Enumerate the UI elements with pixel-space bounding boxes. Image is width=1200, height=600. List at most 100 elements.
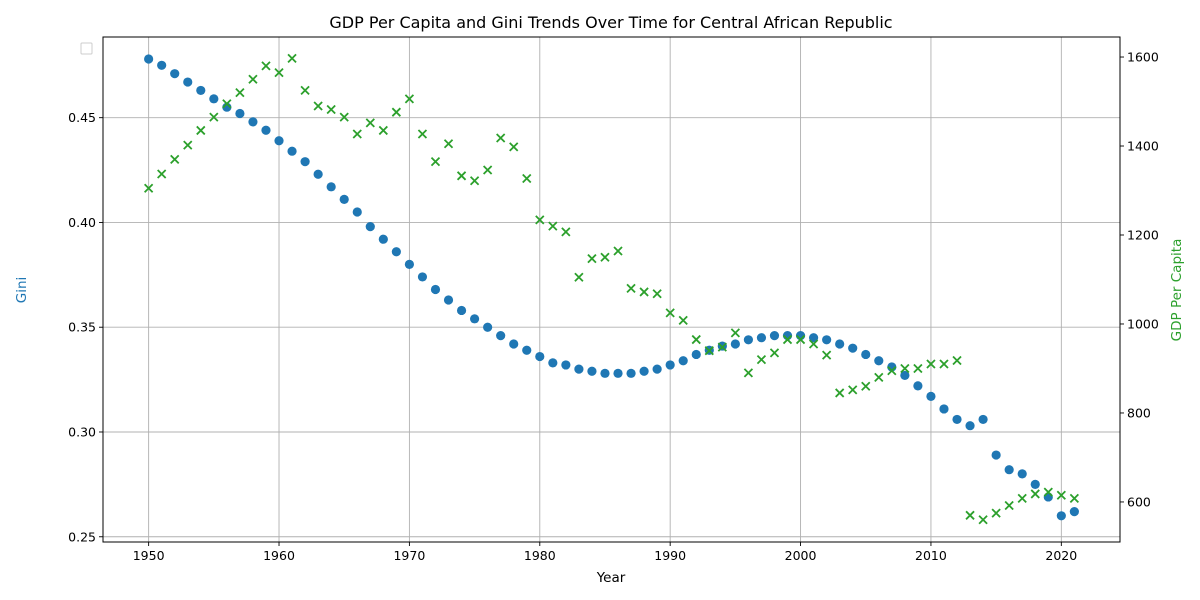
gdp-point <box>782 334 793 345</box>
gini-point <box>835 339 845 349</box>
gdp-point <box>769 348 780 358</box>
gini-point <box>678 356 688 366</box>
gini-point <box>730 339 740 349</box>
gini-point <box>665 360 675 370</box>
gdp-point <box>600 252 610 262</box>
gdp-point <box>613 246 623 256</box>
gini-point <box>509 339 519 349</box>
gini-point <box>548 358 558 368</box>
gini-point <box>352 207 362 217</box>
gini-point <box>235 108 245 119</box>
gdp-point <box>274 67 284 78</box>
gini-point <box>874 356 884 366</box>
gdp-point <box>926 359 936 369</box>
gdp-point <box>222 99 232 109</box>
gdp-point <box>795 334 806 345</box>
left-y-tick-label: 0.35 <box>68 320 96 335</box>
gdp-point <box>235 87 245 98</box>
gini-point <box>535 351 545 362</box>
gdp-point <box>535 215 545 225</box>
gdp-point <box>652 289 662 299</box>
gdp-point <box>1043 487 1053 497</box>
left-y-axis-label: Gini <box>14 277 30 304</box>
gdp-point <box>808 339 819 349</box>
right-y-tick-label: 600 <box>1127 494 1151 509</box>
right-y-tick-label: 1000 <box>1127 316 1159 331</box>
grid-lines <box>103 37 1120 542</box>
gdp-point <box>417 129 428 139</box>
left-y-tick-label: 0.40 <box>68 215 96 230</box>
gdp-point <box>339 112 349 122</box>
gini-point <box>926 391 936 401</box>
gdp-point <box>143 183 154 193</box>
gini-point <box>365 222 375 232</box>
gdp-point <box>1004 500 1014 511</box>
x-tick-label: 1950 <box>133 548 165 563</box>
gini-point <box>900 370 910 381</box>
gdp-point <box>1017 493 1027 504</box>
gdp-point <box>639 287 649 297</box>
gdp-point <box>170 154 180 164</box>
gdp-point <box>430 156 441 167</box>
gini-point <box>600 368 610 378</box>
x-tick-label: 1990 <box>654 548 686 563</box>
gini-point <box>196 85 206 96</box>
gdp-point <box>913 363 923 374</box>
gini-point <box>170 69 180 79</box>
gini-point <box>861 349 871 360</box>
x-tick-label: 2020 <box>1045 548 1077 563</box>
gdp-point <box>952 355 962 366</box>
gini-point <box>587 366 597 376</box>
gdp-point <box>248 74 258 84</box>
gini-point <box>965 421 975 431</box>
plot-frame <box>102 36 1121 543</box>
gdp-point <box>365 118 375 128</box>
gini-point <box>261 125 271 135</box>
gdp-point <box>965 510 975 520</box>
gini-point <box>300 157 310 167</box>
gini-point <box>157 60 167 70</box>
gdp-point <box>1030 489 1040 499</box>
gdp-point <box>209 112 219 122</box>
gdp-point <box>821 350 832 360</box>
gdp-point <box>730 328 741 338</box>
gini-point <box>443 295 454 305</box>
gini-point <box>274 136 284 146</box>
gini-point <box>404 259 415 269</box>
gini-point <box>313 169 323 179</box>
gini-point <box>822 335 832 345</box>
gini-point <box>456 305 467 316</box>
gini-point <box>913 381 923 391</box>
gdp-point <box>548 221 558 231</box>
gdp-point <box>887 366 897 376</box>
gdp-point <box>509 142 519 152</box>
data-marks <box>143 53 1080 525</box>
right-y-tick-label: 1400 <box>1127 139 1159 154</box>
gdp-point <box>326 104 336 115</box>
gini-point <box>769 330 780 341</box>
gdp-point <box>939 359 949 369</box>
gini-point <box>469 314 480 324</box>
gdp-point <box>978 515 988 525</box>
gini-point <box>639 366 649 376</box>
right-y-tick-label: 800 <box>1127 405 1151 420</box>
gini-point <box>183 77 193 87</box>
gdp-point <box>1069 493 1080 504</box>
x-axis-label: Year <box>596 570 626 586</box>
gdp-point <box>756 354 767 365</box>
gini-point <box>952 414 962 425</box>
left-y-tick-label: 0.30 <box>68 424 96 439</box>
gdp-point <box>991 508 1001 518</box>
gdp-point <box>261 61 271 71</box>
chart-title: GDP Per Capita and Gini Trends Over Time… <box>329 13 892 32</box>
gini-point <box>378 234 388 244</box>
left-y-tick-label: 0.45 <box>68 110 96 125</box>
gdp-point <box>691 334 701 345</box>
gini-point <box>626 368 636 378</box>
gini-point <box>574 364 584 374</box>
gini-point <box>561 360 571 370</box>
gini-point <box>339 194 349 204</box>
right-y-tick-label: 1600 <box>1127 50 1159 65</box>
x-tick-label: 1970 <box>393 548 425 563</box>
